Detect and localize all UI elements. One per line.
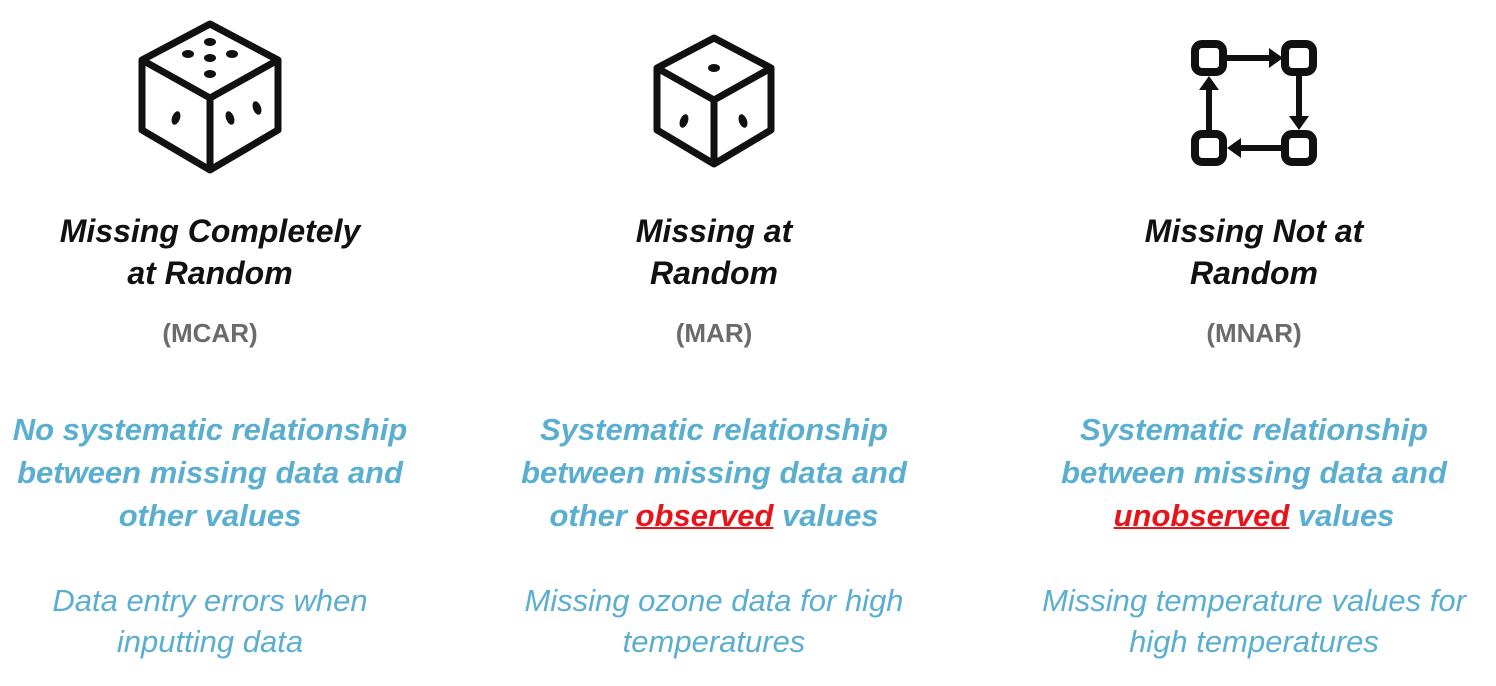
mcar-desc-line1: No systematic relationship <box>12 412 408 447</box>
dice-five-icon <box>135 18 285 178</box>
mcar-desc-line2: between missing data and <box>17 455 403 490</box>
mar-column: Missing at Random (MAR) Systematic relat… <box>474 0 954 686</box>
mar-desc-line3-pre: other <box>549 498 636 533</box>
mnar-example-line2: high temperatures <box>1129 624 1379 659</box>
mnar-abbreviation: (MNAR) <box>1206 318 1302 348</box>
mcar-title-line2: at Random <box>127 255 293 291</box>
mcar-abbreviation: (MCAR) <box>162 318 258 348</box>
workflow-cycle-icon <box>1189 38 1319 168</box>
mar-title: Missing at Random <box>474 210 954 294</box>
mcar-title: Missing Completely at Random <box>0 210 450 294</box>
mar-desc-line3: other observed values <box>474 494 954 537</box>
mcar-example-line2: inputting data <box>116 624 304 659</box>
mar-desc-line3-post: values <box>773 498 879 533</box>
mar-desc-line2: between missing data and <box>521 455 907 490</box>
mcar-desc-line3: other values <box>0 494 450 537</box>
mnar-unobserved-highlight: unobserved <box>1113 498 1290 533</box>
mnar-title: Missing Not at Random <box>1014 210 1494 294</box>
mnar-desc-line3: unobserved values <box>1014 494 1494 537</box>
mcar-description: No systematic relationship between missi… <box>0 408 450 537</box>
mnar-example: Missing temperature values for high temp… <box>1014 580 1494 662</box>
mar-description: Systematic relationship between missing … <box>474 408 954 537</box>
dice-one-icon <box>639 18 789 178</box>
mnar-column: Missing Not at Random (MNAR) Systematic … <box>1014 0 1494 686</box>
mnar-desc-line1: Systematic relationship <box>1079 412 1428 447</box>
mcar-desc-line3-text: other values <box>118 498 302 533</box>
mnar-desc-line2: between missing data and <box>1061 455 1447 490</box>
mar-observed-highlight: observed <box>635 498 774 533</box>
mnar-title-line1: Missing Not at <box>1144 213 1364 249</box>
mnar-description: Systematic relationship between missing … <box>1014 408 1494 537</box>
mnar-desc-line3-post: values <box>1289 498 1395 533</box>
mnar-title-line2: Random <box>1190 255 1318 291</box>
mcar-example-line1: Data entry errors when <box>52 583 368 618</box>
mar-example: Missing ozone data for high temperatures <box>474 580 954 662</box>
mar-example-line1: Missing ozone data for high <box>524 583 904 618</box>
mnar-example-line1: Missing temperature values for <box>1042 583 1466 618</box>
mar-example-line2: temperatures <box>622 624 806 659</box>
mcar-column: Missing Completely at Random (MCAR) No s… <box>0 0 450 686</box>
mar-abbreviation: (MAR) <box>675 318 753 348</box>
mar-desc-line1: Systematic relationship <box>539 412 888 447</box>
mcar-title-line1: Missing Completely <box>59 213 361 249</box>
mar-title-line1: Missing at <box>635 213 793 249</box>
mar-title-line2: Random <box>650 255 778 291</box>
mcar-example: Data entry errors when inputting data <box>0 580 450 662</box>
